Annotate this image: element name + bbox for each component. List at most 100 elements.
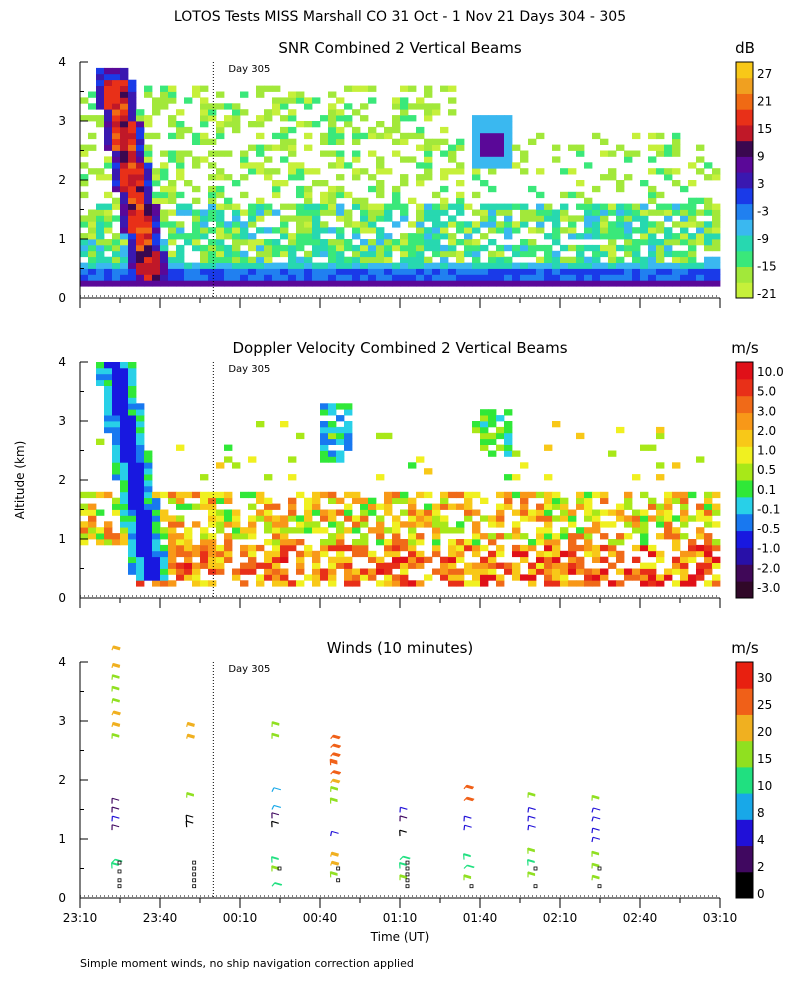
heatmap-cell — [80, 509, 89, 516]
colorbar-label: 0 — [757, 887, 765, 901]
heatmap-cell — [552, 550, 561, 558]
heatmap-cell — [408, 556, 417, 563]
heatmap-cell — [408, 221, 417, 228]
heatmap-cell — [680, 274, 689, 281]
heatmap-cell — [368, 244, 377, 252]
heatmap-cell — [544, 509, 553, 516]
heatmap-cell — [520, 509, 529, 516]
heatmap-cell — [664, 533, 673, 540]
heatmap-cell — [696, 227, 705, 234]
heatmap-cell — [176, 539, 185, 546]
heatmap-cell — [520, 280, 529, 287]
heatmap-cell — [224, 491, 233, 499]
heatmap-cell — [360, 503, 369, 510]
heatmap-cell — [160, 162, 169, 169]
heatmap-cell — [80, 491, 89, 499]
heatmap-cell — [256, 562, 265, 569]
heatmap-cell — [504, 233, 513, 240]
heatmap-cell — [400, 521, 409, 528]
heatmap-cell — [472, 580, 481, 587]
heatmap-cell — [648, 168, 657, 175]
heatmap-cell — [136, 527, 145, 534]
heatmap-cell — [544, 233, 553, 240]
heatmap-cell — [472, 174, 481, 181]
heatmap-cell — [224, 521, 233, 528]
heatmap-cell — [80, 268, 89, 275]
heatmap-cell — [88, 533, 97, 540]
heatmap-cell — [568, 256, 577, 263]
wind-barb-flag — [111, 861, 119, 866]
heatmap-cell — [160, 215, 169, 222]
heatmap-cell — [440, 556, 449, 563]
heatmap-cell — [232, 515, 241, 522]
heatmap-cell — [416, 162, 425, 169]
heatmap-cell — [400, 250, 409, 258]
wind-barb — [330, 734, 334, 740]
heatmap-cell — [688, 491, 697, 499]
heatmap-cell — [104, 203, 113, 210]
heatmap-cell — [120, 156, 129, 163]
heatmap-cell — [656, 168, 665, 175]
wind-barb-flag — [111, 824, 120, 828]
heatmap-cell — [136, 156, 145, 163]
heatmap-cell — [424, 256, 433, 263]
heatmap-cell — [352, 274, 361, 281]
heatmap-cell — [136, 539, 145, 546]
wind-barb-flag — [112, 663, 121, 667]
heatmap-cell — [712, 239, 721, 246]
heatmap-cell — [672, 180, 681, 187]
heatmap-cell — [104, 521, 113, 528]
heatmap-cell — [120, 239, 129, 246]
heatmap-cell — [608, 250, 617, 258]
heatmap-cell — [112, 85, 121, 92]
heatmap-cell — [560, 209, 569, 216]
heatmap-cell — [496, 580, 505, 587]
heatmap-cell — [112, 421, 121, 428]
heatmap-cell — [408, 515, 417, 522]
heatmap-cell — [216, 544, 225, 552]
heatmap-cell — [384, 209, 393, 216]
heatmap-cell — [352, 150, 361, 157]
heatmap-cell — [600, 262, 609, 269]
heatmap-cell — [88, 103, 97, 110]
heatmap-cell — [680, 550, 689, 558]
missing-marker — [405, 884, 410, 889]
heatmap-cell — [360, 268, 369, 275]
heatmap-cell — [120, 391, 129, 398]
y-tick-label: 2 — [58, 473, 66, 487]
heatmap-cell — [480, 138, 489, 145]
colorbar-label: 15 — [757, 122, 772, 136]
heatmap-cell — [536, 203, 545, 210]
heatmap-cell — [640, 533, 649, 540]
heatmap-cell — [104, 274, 113, 281]
heatmap-cell — [248, 262, 257, 269]
heatmap-cell — [184, 503, 193, 510]
heatmap-cell — [568, 168, 577, 175]
heatmap-cell — [568, 515, 577, 522]
heatmap-cell — [240, 580, 249, 587]
wind-barb-flag — [466, 797, 474, 801]
heatmap-cell — [152, 562, 161, 569]
heatmap-cell — [568, 521, 577, 528]
heatmap-cell — [168, 227, 177, 234]
heatmap-cell — [632, 203, 641, 210]
heatmap-cell — [120, 180, 129, 187]
x-tick-label: 01:40 — [463, 911, 498, 925]
heatmap-cell — [280, 215, 289, 222]
heatmap-cell — [632, 215, 641, 222]
heatmap-cell — [520, 209, 529, 216]
heatmap-cell — [136, 280, 145, 287]
heatmap-cell — [232, 126, 241, 134]
heatmap-cell — [200, 268, 209, 275]
heatmap-cell — [592, 244, 601, 252]
heatmap-cell — [352, 568, 361, 575]
heatmap-cell — [360, 533, 369, 540]
heatmap-cell — [288, 539, 297, 546]
heatmap-cell — [152, 197, 161, 204]
heatmap-cell — [144, 450, 153, 457]
heatmap-cell — [88, 132, 97, 140]
heatmap-cell — [248, 239, 257, 246]
heatmap-cell — [112, 138, 121, 145]
heatmap-cell — [392, 274, 401, 281]
heatmap-cell — [264, 209, 273, 216]
